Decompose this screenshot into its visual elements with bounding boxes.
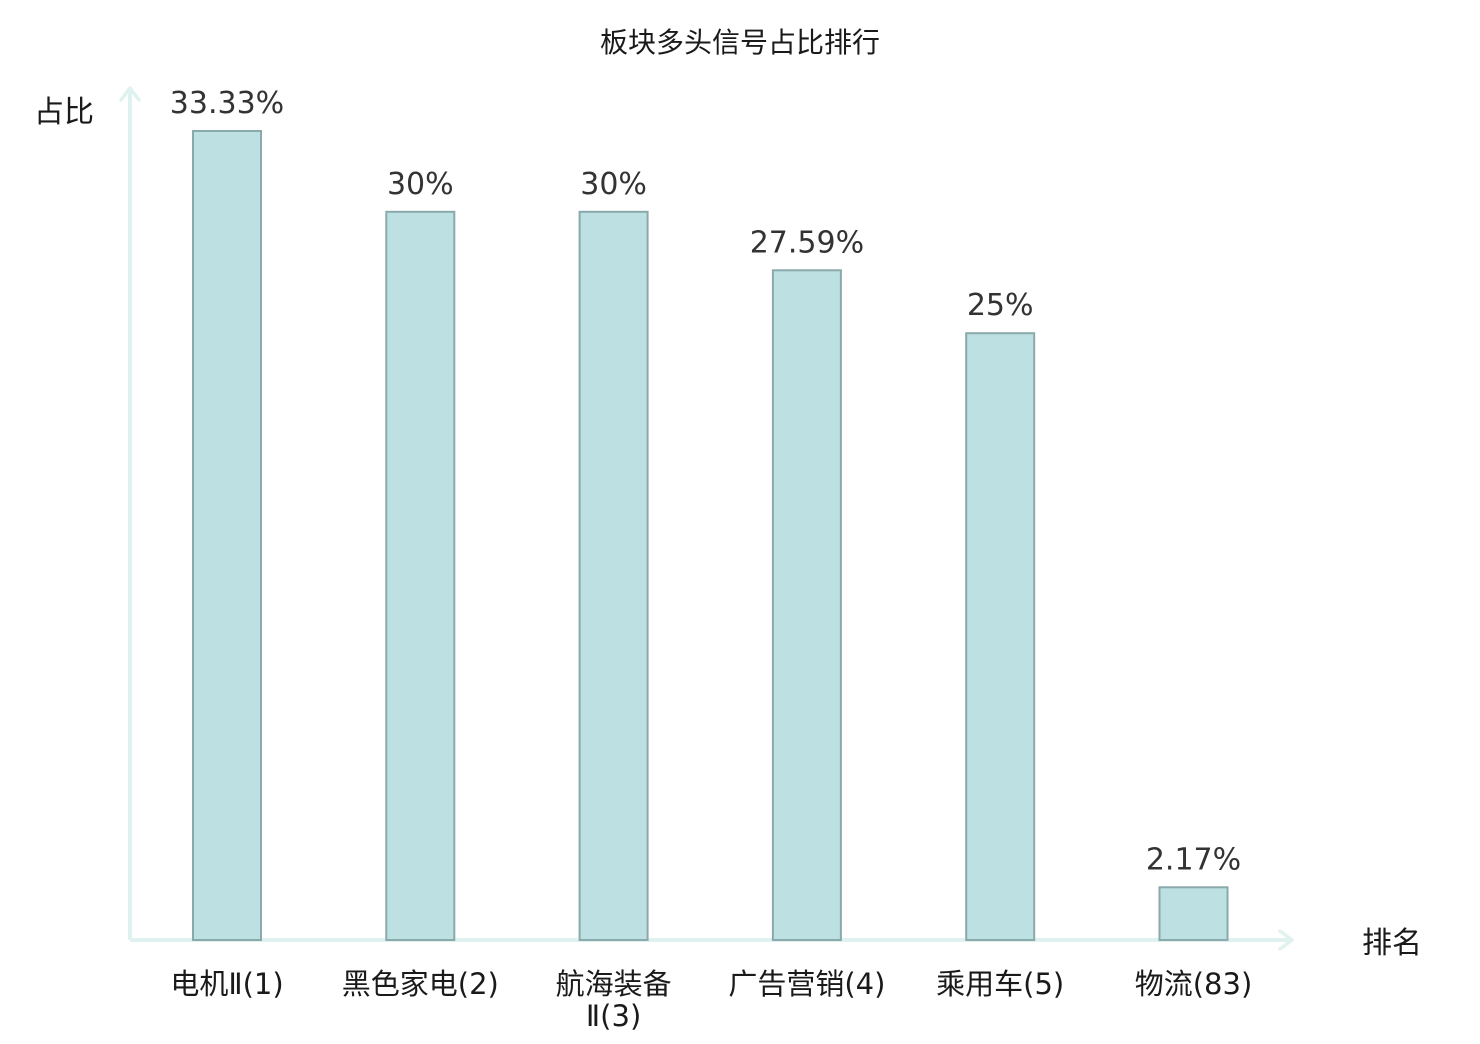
- x-axis-label: 排名: [1362, 926, 1422, 961]
- x-tick-label-1: 电机Ⅱ(1): [170, 967, 283, 1001]
- chart-title: 板块多头信号占比排行: [600, 26, 880, 59]
- bar-4: [771, 269, 842, 941]
- x-tick-label-3-line-1: 航海装备: [556, 967, 672, 1001]
- x-tick-label-4: 广告营销(4): [728, 967, 885, 1001]
- value-label-5: 25%: [967, 288, 1034, 323]
- value-label-6: 2.17%: [1146, 842, 1241, 877]
- x-tick-label-6: 物流(83): [1135, 967, 1253, 1001]
- x-tick-label-3-line-2: Ⅱ(3): [586, 999, 641, 1033]
- bar-1: [192, 130, 262, 941]
- bar-2: [385, 210, 456, 942]
- value-labels-group: 33.33% 30% 30% 27.59% 25% 2.17%: [170, 86, 1241, 877]
- value-label-3: 30%: [580, 167, 647, 202]
- y-axis-label: 占比: [34, 95, 94, 130]
- value-label-4: 27.59%: [750, 225, 864, 260]
- bar-6: [1158, 886, 1229, 941]
- bar-3: [578, 210, 649, 942]
- x-tick-label-2: 黑色家电(2): [342, 967, 499, 1001]
- value-label-1: 33.33%: [170, 86, 284, 121]
- bar-5: [965, 332, 1036, 941]
- x-tick-label-5: 乘用车(5): [936, 967, 1064, 1001]
- value-label-2: 30%: [387, 167, 454, 202]
- bars-group: [192, 130, 1229, 942]
